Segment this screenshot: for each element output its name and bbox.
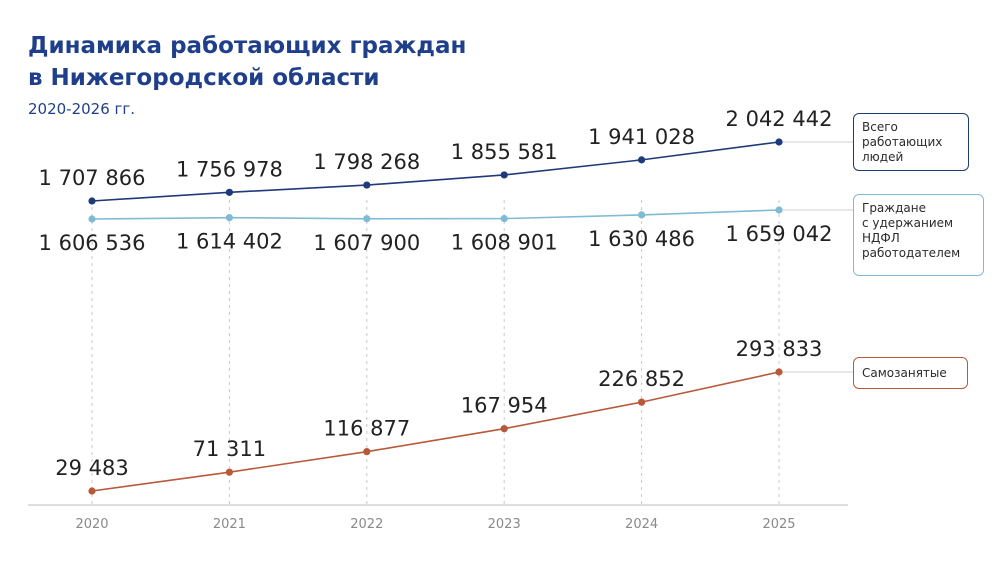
legend-ndfl-citizens-line-3: НДФЛ xyxy=(862,231,900,245)
chart-subtitle: 2020-2026 гг. xyxy=(28,100,136,118)
data-point-0-2025 xyxy=(775,138,783,146)
data-label-1-2025: 1 659 042 xyxy=(726,222,833,246)
x-tick-label-2022: 2022 xyxy=(350,517,383,532)
data-label-2-2022: 116 877 xyxy=(323,417,410,441)
legend-ndfl-citizens-line-1: Граждане xyxy=(862,201,926,215)
data-point-2-2022 xyxy=(363,448,371,456)
data-label-1-2023: 1 608 901 xyxy=(451,231,558,255)
data-label-1-2022: 1 607 900 xyxy=(313,231,420,255)
data-label-1-2020: 1 606 536 xyxy=(39,231,146,255)
data-label-2-2024: 226 852 xyxy=(598,367,685,391)
legend-total-workers: Всего работающих людей xyxy=(853,113,969,171)
data-label-0-2020: 1 707 866 xyxy=(39,166,146,190)
data-point-1-2025 xyxy=(775,206,783,214)
legend-total-workers-line-1: Всего xyxy=(862,120,898,134)
data-label-1-2021: 1 614 402 xyxy=(176,230,283,254)
legend-ndfl-citizens-line-4: работодателем xyxy=(862,246,961,260)
data-point-0-2023 xyxy=(500,171,508,179)
chart-title: Динамика работающих граждан в Нижегородс… xyxy=(28,30,628,94)
legend-total-workers-line-3: людей xyxy=(862,150,904,164)
series-line-0 xyxy=(91,141,780,202)
legend-self-employed: Самозанятые xyxy=(853,357,968,389)
data-point-0-2021 xyxy=(225,188,233,196)
data-label-0-2024: 1 941 028 xyxy=(588,125,695,149)
data-point-2-2020 xyxy=(88,487,96,495)
series-line-1 xyxy=(91,209,780,220)
data-label-2-2025: 293 833 xyxy=(736,337,823,361)
legend-ndfl-citizens-line-2: с удержанием xyxy=(862,216,954,230)
x-tick-label-2024: 2024 xyxy=(625,517,658,532)
data-point-0-2022 xyxy=(363,181,371,189)
data-label-0-2025: 2 042 442 xyxy=(726,107,833,131)
data-point-1-2024 xyxy=(638,211,646,219)
x-tick-label-2021: 2021 xyxy=(213,517,246,532)
legend-total-workers-line-2: работающих xyxy=(862,135,943,149)
data-label-0-2021: 1 756 978 xyxy=(176,157,283,181)
x-tick-label-2025: 2025 xyxy=(762,517,795,532)
data-point-0-2020 xyxy=(88,197,96,205)
chart-title-line-2: в Нижегородской области xyxy=(28,65,380,91)
data-point-2-2025 xyxy=(775,368,783,376)
data-label-0-2022: 1 798 268 xyxy=(313,150,420,174)
x-tick-label-2023: 2023 xyxy=(488,517,521,532)
data-point-2-2021 xyxy=(225,468,233,476)
legend-self-employed-line-1: Самозанятые xyxy=(862,366,947,380)
data-point-1-2020 xyxy=(88,215,96,223)
data-point-2-2023 xyxy=(500,425,508,433)
chart-title-line-1: Динамика работающих граждан xyxy=(28,33,467,59)
data-point-1-2021 xyxy=(225,214,233,222)
data-label-0-2023: 1 855 581 xyxy=(451,140,558,164)
data-point-1-2023 xyxy=(500,214,508,223)
data-label-2-2021: 71 311 xyxy=(193,437,266,461)
data-label-2-2020: 29 483 xyxy=(55,456,128,480)
data-label-1-2024: 1 630 486 xyxy=(588,227,695,251)
data-point-0-2024 xyxy=(638,156,646,164)
legend-ndfl-citizens: Граждане с удержанием НДФЛ работодателем xyxy=(853,194,984,276)
x-tick-label-2020: 2020 xyxy=(75,517,108,532)
data-point-2-2024 xyxy=(638,398,646,406)
data-point-1-2022 xyxy=(363,215,371,223)
series-line-2 xyxy=(91,371,780,492)
data-label-2-2023: 167 954 xyxy=(461,394,548,418)
